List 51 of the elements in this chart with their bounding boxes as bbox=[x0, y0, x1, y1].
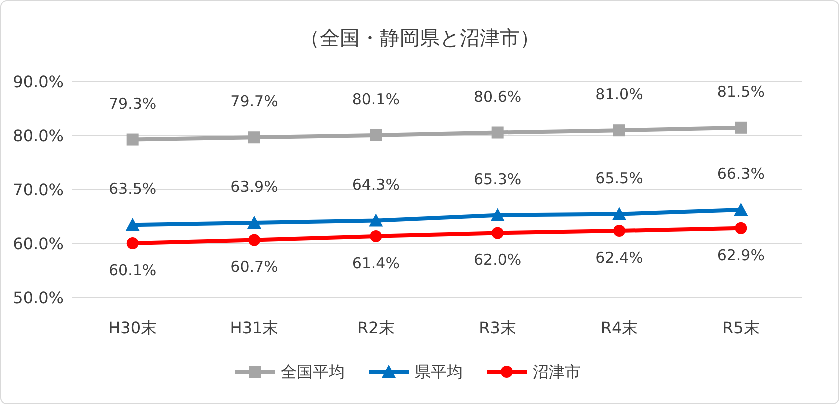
y-tick-label: 60.0% bbox=[13, 234, 64, 254]
point bbox=[734, 202, 748, 216]
point bbox=[126, 218, 140, 232]
point bbox=[248, 132, 260, 144]
data-label: 63.9% bbox=[230, 178, 278, 196]
data-label: 60.7% bbox=[230, 258, 278, 276]
chart-title: （全国・静岡県と沼津市） bbox=[300, 26, 540, 50]
legend-label: 全国平均 bbox=[281, 362, 345, 382]
legend-label: 県平均 bbox=[415, 362, 463, 382]
y-tick-label: 90.0% bbox=[13, 72, 64, 92]
x-tick-label: H31末 bbox=[230, 318, 279, 338]
point bbox=[248, 216, 262, 229]
x-tick-label: R2末 bbox=[358, 318, 395, 338]
data-label: 62.9% bbox=[717, 246, 765, 264]
x-tick-label: R5末 bbox=[722, 318, 760, 338]
y-tick-label: 80.0% bbox=[13, 126, 64, 146]
point bbox=[492, 227, 504, 240]
legend-label: 沼津市 bbox=[533, 362, 581, 382]
point bbox=[248, 234, 260, 246]
data-label: 60.1% bbox=[109, 261, 157, 280]
data-label: 65.5% bbox=[596, 169, 644, 188]
data-label: 64.3% bbox=[352, 176, 400, 194]
data-label: 63.5% bbox=[109, 180, 157, 198]
x-tick-label: R3末 bbox=[479, 318, 516, 338]
data-label: 62.0% bbox=[474, 251, 522, 270]
point bbox=[614, 225, 626, 238]
data-label: 66.3% bbox=[717, 164, 765, 183]
data-label: 80.6% bbox=[474, 88, 522, 106]
point bbox=[612, 207, 626, 220]
point bbox=[369, 214, 384, 227]
data-label: 79.7% bbox=[230, 92, 278, 111]
data-label: 81.0% bbox=[596, 86, 644, 104]
data-label: 79.3% bbox=[109, 94, 157, 113]
data-label: 81.5% bbox=[717, 82, 765, 101]
x-tick-label: H30末 bbox=[108, 318, 158, 338]
point bbox=[490, 208, 505, 222]
point bbox=[735, 122, 748, 134]
data-label: 62.4% bbox=[596, 249, 644, 268]
point bbox=[492, 126, 504, 139]
y-tick-label: 50.0% bbox=[13, 288, 64, 308]
point bbox=[126, 134, 139, 146]
y-tick-label: 70.0% bbox=[13, 180, 64, 200]
x-tick-label: R4末 bbox=[600, 318, 638, 338]
point bbox=[735, 222, 748, 234]
point bbox=[614, 124, 626, 137]
point bbox=[370, 129, 382, 142]
point bbox=[370, 230, 382, 242]
data-label: 61.4% bbox=[352, 254, 400, 272]
data-label: 65.3% bbox=[474, 170, 522, 188]
data-label: 80.1% bbox=[352, 90, 400, 108]
point bbox=[126, 237, 139, 250]
